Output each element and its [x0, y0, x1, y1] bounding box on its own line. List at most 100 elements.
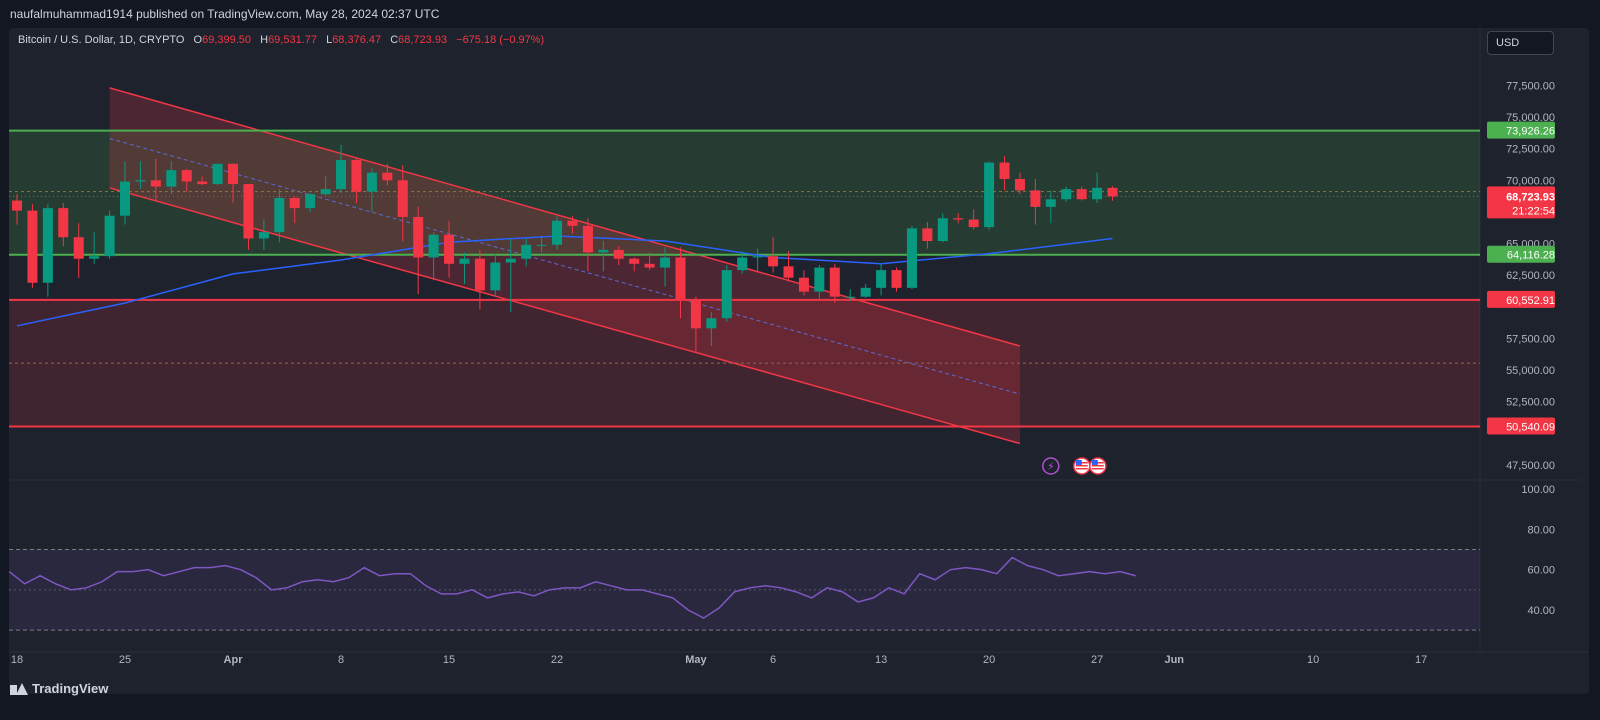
- candle: [289, 197, 300, 209]
- candle: [598, 249, 609, 253]
- date-tick-label: Jun: [1164, 654, 1184, 666]
- price-tick-label: 72,500.00: [1506, 144, 1555, 156]
- currency-button[interactable]: USD: [1487, 31, 1554, 55]
- date-tick-label: 20: [983, 654, 995, 666]
- green-range-zone: [9, 130, 1480, 255]
- us-flag-icon: [1089, 457, 1107, 475]
- candle: [521, 244, 532, 259]
- us-flag-icon: [1073, 457, 1091, 475]
- tradingview-brand[interactable]: TradingView: [10, 681, 108, 696]
- brand-label: TradingView: [32, 681, 109, 696]
- candle: [197, 181, 208, 185]
- candle: [613, 249, 624, 259]
- candle: [135, 180, 146, 182]
- candle: [490, 262, 501, 291]
- date-tick-label: 8: [338, 654, 344, 666]
- price-tick-label: 75,000.00: [1506, 112, 1555, 124]
- candle: [937, 218, 948, 242]
- candle: [1030, 190, 1041, 207]
- candle: [444, 234, 455, 264]
- candle: [737, 257, 748, 271]
- candle: [768, 256, 779, 267]
- candle: [104, 215, 115, 257]
- change-value: −675.18 (−0.97%): [456, 34, 545, 46]
- candle: [552, 220, 563, 245]
- candle: [181, 170, 192, 182]
- candle: [906, 228, 917, 288]
- candle: [891, 270, 902, 288]
- candle: [12, 200, 22, 211]
- price-tick-label: 57,500.00: [1506, 333, 1555, 345]
- rsi-tick-label: 60.00: [1527, 565, 1555, 577]
- candle: [243, 184, 254, 239]
- candle: [860, 287, 871, 297]
- candle: [783, 266, 794, 278]
- candle: [999, 162, 1010, 180]
- level-price-tag: [1487, 121, 1555, 139]
- close-label: C: [390, 34, 399, 46]
- date-tick-label: 22: [551, 654, 563, 666]
- date-tick-label: 27: [1091, 654, 1103, 666]
- candle: [166, 170, 177, 187]
- candle: [258, 232, 269, 239]
- candle: [1045, 199, 1056, 207]
- candle: [351, 160, 362, 192]
- high-value: 69,531.77: [268, 34, 317, 46]
- candle: [1107, 187, 1118, 197]
- candle: [567, 220, 578, 226]
- candle: [89, 256, 100, 259]
- date-tick-label: 18: [11, 654, 23, 666]
- candle: [1014, 179, 1025, 191]
- date-tick-label: 13: [875, 654, 887, 666]
- candle: [582, 225, 593, 253]
- candle: [505, 258, 516, 263]
- chart-panel: [9, 28, 1589, 694]
- low-value: 68,376.47: [332, 34, 382, 46]
- candle: [721, 270, 732, 319]
- candle: [228, 163, 239, 185]
- level-price-label: 60,552.91: [1506, 295, 1555, 307]
- candle: [984, 162, 995, 228]
- candle: [366, 172, 377, 192]
- rsi-tick-label: 80.00: [1527, 524, 1555, 536]
- candle: [660, 257, 671, 268]
- rsi-tick-label: 100.00: [1521, 484, 1555, 496]
- candle: [876, 270, 887, 288]
- level-price-tag: [1487, 245, 1555, 263]
- level-price-tag: [1487, 417, 1555, 435]
- last-price-label: 68,723.93: [1506, 191, 1555, 203]
- candle: [536, 244, 547, 246]
- candle: [814, 267, 825, 292]
- date-tick-label: 10: [1307, 654, 1319, 666]
- symbol-label[interactable]: Bitcoin / U.S. Dollar, 1D, CRYPTO: [18, 34, 185, 46]
- channel-lower-line: [109, 187, 1021, 445]
- candle: [845, 296, 856, 298]
- candle: [629, 258, 640, 264]
- candle: [305, 194, 316, 209]
- low-label: L: [326, 34, 333, 46]
- candle: [644, 263, 655, 268]
- candle: [413, 216, 424, 258]
- candle: [690, 299, 701, 329]
- candle: [42, 208, 53, 283]
- candle: [212, 163, 223, 185]
- level-price-label: 64,116.28: [1507, 250, 1555, 262]
- date-tick-label: 15: [443, 654, 455, 666]
- lightning-event-icon: [1042, 457, 1060, 475]
- ohlc-legend: Bitcoin / U.S. Dollar, 1D, CRYPTO O69,39…: [18, 34, 544, 46]
- level-price-tag: [1487, 290, 1555, 308]
- candle: [752, 256, 763, 258]
- price-tick-label: 55,000.00: [1506, 365, 1555, 377]
- level-price-label: 50,540.09: [1506, 422, 1555, 434]
- price-tick-label: 47,500.00: [1506, 460, 1555, 472]
- candle: [274, 197, 285, 233]
- date-tick-label: May: [685, 654, 707, 666]
- channel-mid-line: [109, 138, 1021, 395]
- candle: [58, 208, 69, 238]
- candle: [474, 258, 485, 291]
- open-label: O: [193, 34, 203, 46]
- candle: [829, 267, 840, 297]
- date-tick-label: 6: [770, 654, 776, 666]
- candle: [1061, 189, 1072, 200]
